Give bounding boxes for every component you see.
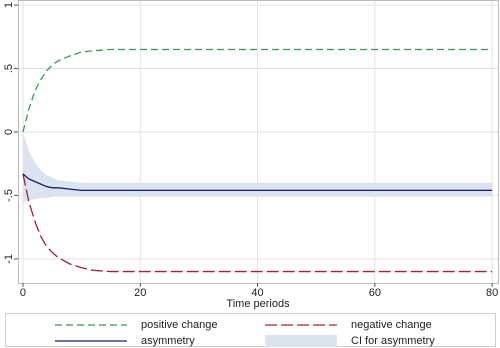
plot-area [18, 0, 499, 284]
legend-label: negative change [351, 319, 432, 331]
series-line [22, 173, 493, 273]
ci-band [22, 131, 493, 204]
legend-label: CI for asymmetry [351, 335, 435, 347]
x-tick-label: 20 [134, 287, 146, 299]
x-tick-label: 0 [20, 287, 26, 299]
x-tick-label: 80 [486, 287, 498, 299]
series-line [22, 173, 493, 192]
x-tick-label: 40 [251, 287, 263, 299]
y-tick-label: 1 [3, 2, 15, 8]
legend-symbol [265, 335, 337, 347]
legend-label: asymmetry [141, 335, 195, 347]
x-axis-label: Time periods [226, 298, 290, 310]
y-tick-label: -1 [3, 254, 15, 264]
legend-label: positive change [141, 319, 217, 331]
y-tick-label: -.5 [3, 189, 15, 202]
y-tick-label: 0 [3, 129, 15, 135]
series-line [22, 48, 493, 133]
x-tick-label: 60 [369, 287, 381, 299]
y-tick-label: .5 [3, 64, 15, 73]
